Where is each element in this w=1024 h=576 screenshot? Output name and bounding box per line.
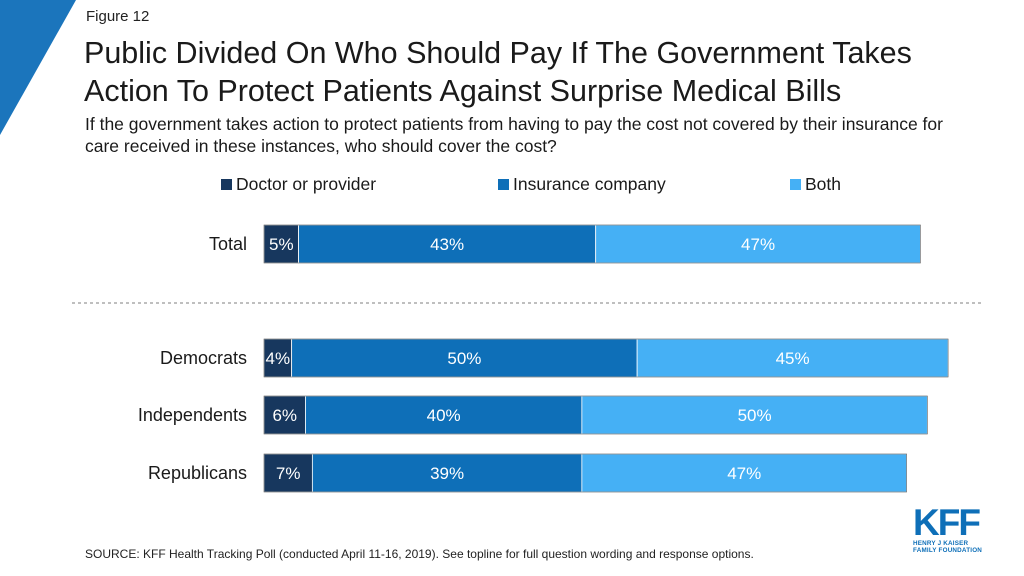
legend-swatch-doctor [221,179,232,190]
data-label-democrats-doctor-or-provider: 4% [266,349,291,368]
data-label-democrats-insurance-company: 50% [447,349,481,368]
kff-logo: KFF HENRY J KAISER FAMILY FOUNDATION [913,502,993,554]
bar-outline-independents [263,395,928,435]
legend-label-doctor: Doctor or provider [236,174,377,194]
legend-label-insurance: Insurance company [513,174,666,194]
bar-independents-both [581,395,928,435]
data-label-republicans-doctor-or-provider: 7% [276,464,301,483]
data-label-republicans-both: 47% [727,464,761,483]
data-label-total-both: 47% [741,235,775,254]
category-label-democrats: Democrats [160,348,247,368]
source-note: SOURCE: KFF Health Tracking Poll (conduc… [85,547,754,561]
bar-republicans-insurance-company [311,453,583,493]
bar-total-insurance-company [298,224,597,264]
data-label-independents-both: 50% [738,406,772,425]
data-label-independents-doctor-or-provider: 6% [272,406,297,425]
logo-line-2: FAMILY FOUNDATION [913,547,983,554]
chart-subtitle: If the government takes action to protec… [85,114,943,156]
logo-line-1: HENRY J KAISER [913,540,969,547]
legend-item-insurance: Insurance company [498,174,666,195]
category-label-independents: Independents [138,405,247,425]
data-label-total-insurance-company: 43% [430,235,464,254]
chart-title: Public Divided On Who Should Pay If The … [84,36,912,108]
figure-label: Figure 12 [86,8,150,25]
legend-swatch-insurance [498,179,509,190]
category-label-republicans: Republicans [148,463,247,483]
category-label-total: Total [209,234,247,254]
data-label-republicans-insurance-company: 39% [430,464,464,483]
logo-mark: KFF [913,502,981,543]
data-label-democrats-both: 45% [776,349,810,368]
data-label-total-doctor-or-provider: 5% [269,235,294,254]
data-label-independents-insurance-company: 40% [427,406,461,425]
bar-outline-democrats [263,338,949,378]
legend-item-both: Both [790,174,841,195]
legend: Doctor or provider Insurance company Bot… [0,174,1024,196]
bar-independents-insurance-company [305,395,583,435]
legend-item-doctor: Doctor or provider [221,174,376,195]
bar-outline-total [263,224,921,264]
bar-outline-republicans [263,453,907,493]
legend-swatch-both [790,179,801,190]
legend-label-both: Both [805,174,841,194]
corner-accent [0,0,76,135]
bar-republicans-both [581,453,908,493]
